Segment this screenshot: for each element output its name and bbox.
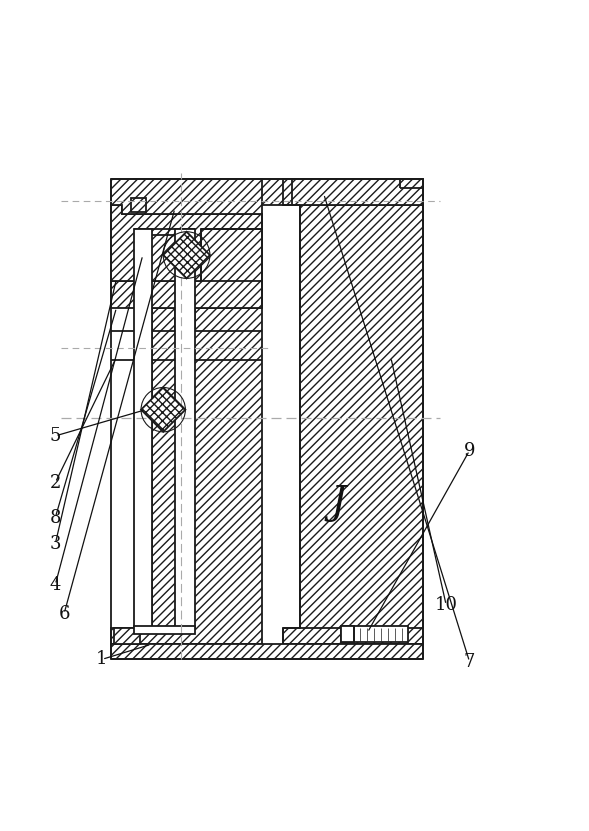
Text: 6: 6 xyxy=(58,605,70,623)
Bar xyxy=(175,229,196,628)
Text: 10: 10 xyxy=(435,596,458,614)
Bar xyxy=(134,229,151,628)
Polygon shape xyxy=(141,387,186,432)
Bar xyxy=(134,626,196,634)
Polygon shape xyxy=(111,307,263,644)
Bar xyxy=(300,205,423,628)
Text: J: J xyxy=(330,484,346,522)
Bar xyxy=(341,626,408,642)
Text: 1: 1 xyxy=(96,651,108,668)
Polygon shape xyxy=(283,179,423,644)
Text: 3: 3 xyxy=(49,535,61,553)
Text: 8: 8 xyxy=(49,509,61,527)
Polygon shape xyxy=(111,179,263,214)
Text: 2: 2 xyxy=(49,474,61,492)
Bar xyxy=(114,628,140,644)
Bar xyxy=(131,198,145,213)
Text: 9: 9 xyxy=(464,441,475,460)
Bar xyxy=(111,644,423,659)
Polygon shape xyxy=(111,229,263,307)
Text: 7: 7 xyxy=(464,652,475,671)
Text: 4: 4 xyxy=(49,576,61,593)
Bar xyxy=(341,626,354,642)
Polygon shape xyxy=(111,205,263,282)
Text: 5: 5 xyxy=(49,427,61,445)
Bar xyxy=(134,179,423,205)
Polygon shape xyxy=(163,232,210,278)
